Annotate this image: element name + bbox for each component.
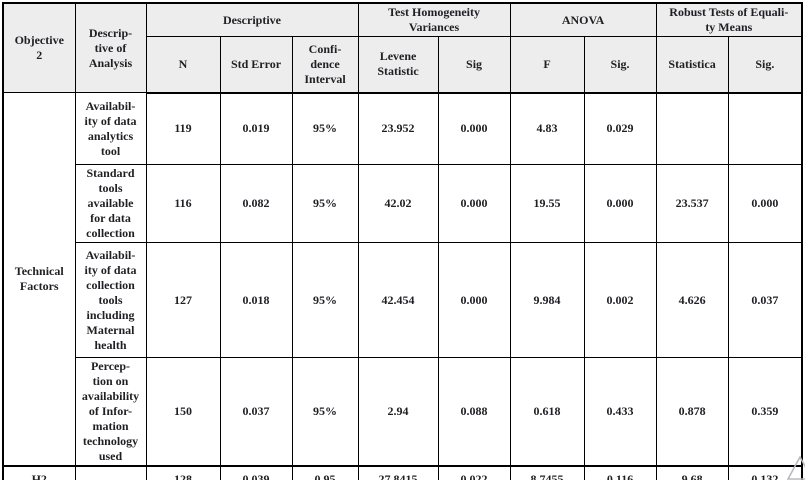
data-cell: 9.68 — [655, 465, 729, 480]
objective-header-cell: Objective 2 — [2, 2, 76, 93]
group-header-descriptive: Descriptive — [145, 2, 359, 37]
header-std-error: Std Error — [219, 36, 293, 94]
data-cell: 0.433 — [583, 357, 657, 467]
data-cell: 0.000 — [437, 164, 511, 243]
data-cell: 0.000 — [437, 92, 511, 165]
table-row: Standard tools available for data collec… — [3, 164, 803, 243]
data-cell: 27.8415 — [357, 465, 439, 480]
data-cell: 23.537 — [655, 164, 729, 243]
data-cell: 127 — [145, 242, 221, 358]
row-label-cell: Standard tools available for data collec… — [74, 164, 147, 243]
data-cell: 2.94 — [357, 357, 439, 467]
hypothesis-row: H2 128 0.039 0.95 27.8415 0.022 8.7455 0… — [2, 465, 803, 480]
table-row: Availabil- ity of data collection tools … — [3, 242, 803, 358]
data-cell: 0.088 — [437, 357, 511, 467]
row-label-cell: Availabil- ity of data collection tools … — [74, 242, 147, 358]
data-cell: 0.002 — [583, 242, 657, 358]
data-cell: 42.02 — [357, 164, 439, 243]
data-cell: 0.039 — [219, 465, 293, 480]
group-header-row: Objective 2 Descrip- tive of Analysis De… — [2, 2, 803, 93]
cursor-triangle-watermark — [787, 455, 805, 480]
data-cell: 0.022 — [437, 465, 511, 480]
data-cell: 0.95 — [291, 465, 359, 480]
data-cell: 0.116 — [583, 465, 657, 480]
data-cell: 95% — [291, 164, 359, 243]
data-cell: 42.454 — [357, 242, 439, 358]
data-cell: 0.000 — [437, 242, 511, 358]
group-header-anova: ANOVA — [509, 2, 657, 37]
header-sig-levene: Sig — [437, 36, 511, 94]
data-cell: 8.7455 — [509, 465, 585, 480]
header-statistica: Statistica — [655, 36, 729, 94]
hypothesis-label-cell: H2 — [2, 465, 76, 480]
sub-header-row: N Std Error Confi- dence Interval Levene… — [3, 36, 803, 94]
table-row: Percep- tion on availability of Infor- m… — [3, 357, 803, 467]
data-cell: 0.037 — [219, 357, 293, 467]
header-confidence-interval: Confi- dence Interval — [291, 36, 359, 94]
data-cell: 0.618 — [509, 357, 585, 467]
data-cell: 95% — [291, 92, 359, 165]
analysis-header-cell: Descrip- tive of Analysis — [74, 2, 147, 93]
data-cell: 0.000 — [583, 164, 657, 243]
header-sig-robust: Sig. — [727, 36, 803, 94]
data-cell: 0.132 — [727, 465, 803, 480]
row-group-label-cell: Technical Factors — [2, 92, 76, 467]
row-label-cell: Availabil- ity of data analytics tool — [74, 92, 147, 165]
data-cell: 0.029 — [583, 92, 657, 165]
table-row: Technical Factors Availabil- ity of data… — [2, 92, 803, 467]
data-cell: 128 — [145, 465, 221, 480]
data-cell: 19.55 — [509, 164, 585, 243]
data-cell: 9.984 — [509, 242, 585, 358]
data-cell — [655, 92, 729, 165]
data-cell: 150 — [145, 357, 221, 467]
data-cell: 0.000 — [727, 164, 803, 243]
group-header-homogeneity: Test Homogeneity Variances — [357, 2, 511, 37]
data-cell: 0.082 — [219, 164, 293, 243]
data-cell: 0.019 — [219, 92, 293, 165]
data-cell — [727, 92, 803, 165]
data-cell: 0.018 — [219, 242, 293, 358]
row-label-cell: Percep- tion on availability of Infor- m… — [74, 357, 147, 467]
data-cell: 95% — [291, 242, 359, 358]
data-cell: 4.83 — [509, 92, 585, 165]
data-cell: 0.359 — [727, 357, 803, 467]
group-header-robust: Robust Tests of Equali- ty Means — [655, 2, 803, 37]
header-sig-anova: Sig. — [583, 36, 657, 94]
data-cell: 23.952 — [357, 92, 439, 165]
header-levene-statistic: Levene Statistic — [357, 36, 439, 94]
data-cell: 116 — [145, 164, 221, 243]
header-n: N — [145, 36, 221, 94]
data-cell: 4.626 — [655, 242, 729, 358]
data-cell: 0.037 — [727, 242, 803, 358]
data-cell: 95% — [291, 357, 359, 467]
empty-analysis-cell — [74, 465, 147, 480]
data-cell: 119 — [145, 92, 221, 165]
data-cell: 0.878 — [655, 357, 729, 467]
header-f: F — [509, 36, 585, 94]
